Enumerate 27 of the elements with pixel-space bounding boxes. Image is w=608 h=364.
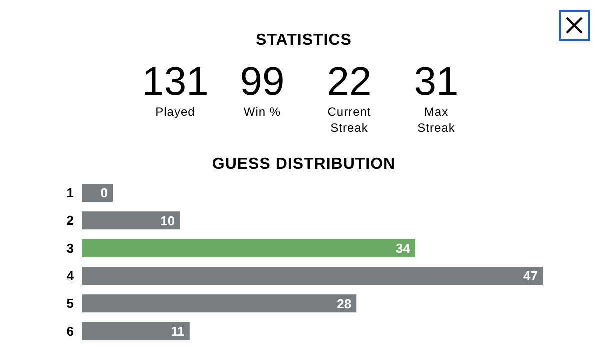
data-label: 47 [524,268,538,284]
text: STATISTICS [255,32,353,50]
bar [82,266,543,285]
data-label: 28 [337,296,352,312]
y-tick-label: 6 [66,324,74,339]
text: 22 [326,60,373,104]
text: 131 [141,60,210,104]
text: Win % [242,104,282,120]
bar [82,322,190,340]
bar [82,294,357,313]
text: Current Streak [326,104,372,136]
text: 31 [413,60,460,104]
data-label: 0 [100,186,108,201]
data-label: 11 [171,324,185,339]
text: Max Streak [416,104,456,136]
chart-title: GUESS DISTRIBUTION [211,156,397,174]
y-tick-label: 3 [66,240,74,256]
bar [82,239,416,258]
y-tick-label: 1 [66,185,74,200]
text: 99 [239,60,286,104]
bar [82,212,180,230]
y-tick-label: 5 [66,296,74,312]
data-label: 10 [160,213,176,228]
data-label: 34 [396,240,412,256]
text: Played [154,104,196,120]
y-tick-label: 2 [66,213,74,228]
y-tick-label: 4 [66,268,75,284]
